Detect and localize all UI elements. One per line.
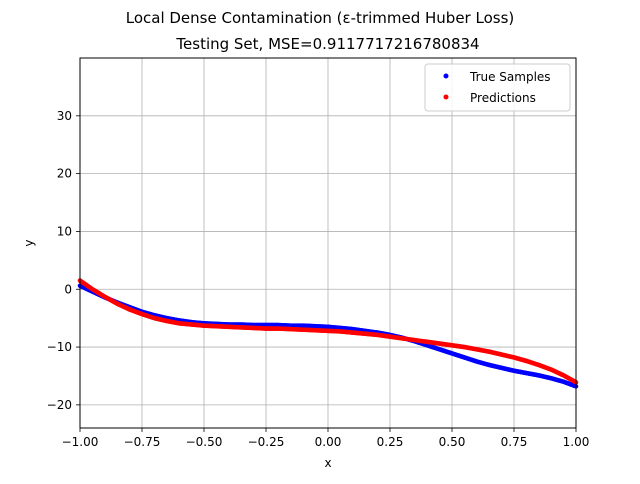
y-tick-label: −20 — [47, 398, 72, 412]
x-axis-label: x — [324, 456, 331, 470]
axis-ticks: −1.00 −0.75 −0.50 −0.25 0.00 0.25 0.50 0.75 1.00… — [47, 109, 590, 449]
legend: True Samples Predictions — [424, 63, 571, 112]
chart-subtitle: Testing Set, MSE=0.9117717216780834 — [175, 35, 479, 53]
x-tick-label: −0.50 — [186, 435, 223, 449]
y-tick-label: −10 — [47, 340, 72, 354]
legend-label-true-samples: True Samples — [469, 70, 551, 84]
legend-marker-predictions — [443, 94, 449, 100]
y-tick-label: 10 — [57, 224, 72, 238]
x-tick-label: 0.75 — [501, 435, 528, 449]
y-tick-label: 0 — [64, 282, 72, 296]
x-tick-label: −1.00 — [62, 435, 99, 449]
x-tick-label: 0.25 — [377, 435, 404, 449]
series-predictions — [77, 278, 579, 385]
y-tick-label: 20 — [57, 167, 72, 181]
data-points — [77, 278, 579, 389]
x-tick-label: 1.00 — [563, 435, 590, 449]
legend-box — [424, 63, 571, 112]
x-tick-label: 0.00 — [315, 435, 342, 449]
x-tick-label: 0.50 — [439, 435, 466, 449]
y-axis-label: y — [22, 239, 36, 246]
x-tick-label: −0.75 — [124, 435, 161, 449]
chart-title: Local Dense Contamination (ε-trimmed Hub… — [126, 9, 515, 27]
x-tick-label: −0.25 — [248, 435, 285, 449]
legend-label-predictions: Predictions — [470, 91, 536, 105]
y-tick-label: 30 — [57, 109, 72, 123]
legend-marker-true-samples — [443, 73, 449, 79]
